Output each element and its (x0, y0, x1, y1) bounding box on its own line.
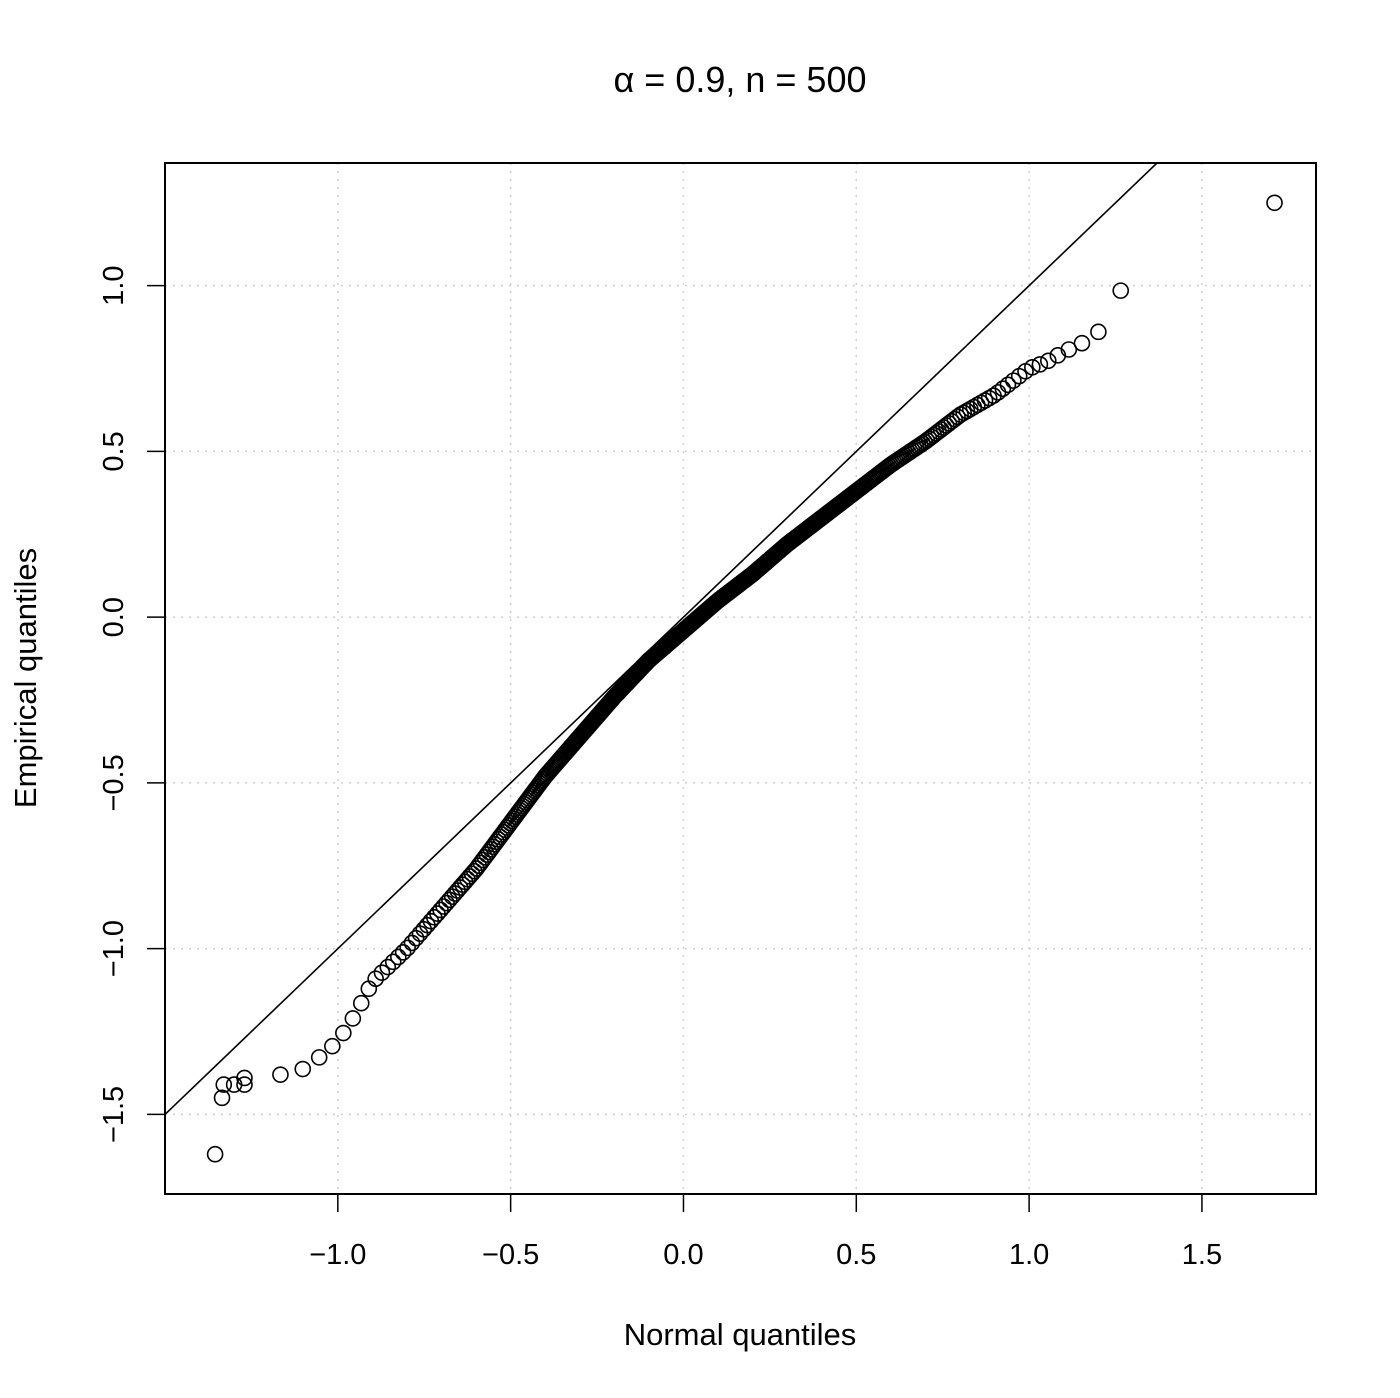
data-point (384, 953, 402, 971)
data-point (213, 1089, 231, 1107)
data-point (1266, 194, 1283, 212)
data-point (335, 1024, 352, 1042)
x-tick-label: 1.5 (1182, 1239, 1222, 1271)
x-tick-label: 0.0 (663, 1239, 703, 1271)
data-points (206, 194, 1283, 1163)
data-point (403, 934, 421, 952)
x-tick-label: −0.5 (482, 1239, 539, 1271)
x-tick-label: −1.0 (309, 1239, 366, 1271)
data-point (999, 376, 1017, 394)
data-point (1031, 356, 1049, 373)
data-point (972, 394, 990, 412)
data-point (980, 389, 998, 407)
data-point (407, 929, 425, 947)
data-point (206, 1145, 224, 1163)
data-point (441, 891, 458, 909)
data-point (344, 1010, 362, 1027)
data-point (465, 862, 483, 880)
data-point (236, 1069, 253, 1087)
data-point (1090, 323, 1107, 341)
data-point (470, 857, 487, 874)
x-tick-label: 1.0 (1009, 1239, 1049, 1271)
data-point (394, 944, 412, 961)
data-point (367, 970, 384, 987)
y-tick-label: 0.5 (98, 431, 130, 471)
data-point (373, 964, 391, 981)
y-tick-label: 1.0 (98, 265, 130, 305)
data-point (937, 417, 955, 434)
y-axis-title: Empirical quantiles (8, 548, 43, 808)
data-point (472, 854, 490, 872)
y-tick-label: −1.0 (98, 920, 130, 977)
data-point (1112, 282, 1130, 299)
data-point (379, 958, 397, 976)
data-point (272, 1066, 289, 1083)
y-tick-label: 0.0 (98, 597, 130, 637)
grid-lines (165, 163, 1316, 1194)
data-point (1040, 352, 1057, 370)
data-point (994, 380, 1012, 397)
data-point (940, 415, 958, 432)
data-point (1024, 358, 1041, 376)
data-point (1005, 372, 1022, 389)
data-point (236, 1076, 253, 1093)
plot-frame (164, 162, 1317, 1195)
data-point (215, 1076, 233, 1093)
data-point (1060, 341, 1078, 358)
chart-title: α = 0.9, n = 500 (613, 59, 866, 100)
x-tick-label: 0.5 (836, 1239, 876, 1271)
data-point (352, 994, 370, 1012)
data-point (976, 392, 994, 409)
data-point (468, 860, 485, 877)
data-point (399, 939, 416, 957)
data-point (360, 980, 378, 998)
y-axis: −1.5 −1.0 −0.5 0.0 0.5 1.0 (98, 265, 165, 1143)
data-point (390, 948, 407, 966)
y-tick-label: −0.5 (98, 754, 130, 811)
y-tick-label: −1.5 (98, 1086, 130, 1143)
reference-line (164, 162, 1158, 1116)
x-axis: −1.0 −0.5 0.0 0.5 1.0 1.5 (309, 1193, 1222, 1271)
x-axis-title: Normal quantiles (624, 1317, 857, 1352)
data-point (294, 1060, 312, 1078)
data-point (310, 1049, 328, 1066)
data-point (324, 1037, 341, 1055)
data-point (1073, 334, 1091, 352)
data-point (946, 410, 963, 428)
